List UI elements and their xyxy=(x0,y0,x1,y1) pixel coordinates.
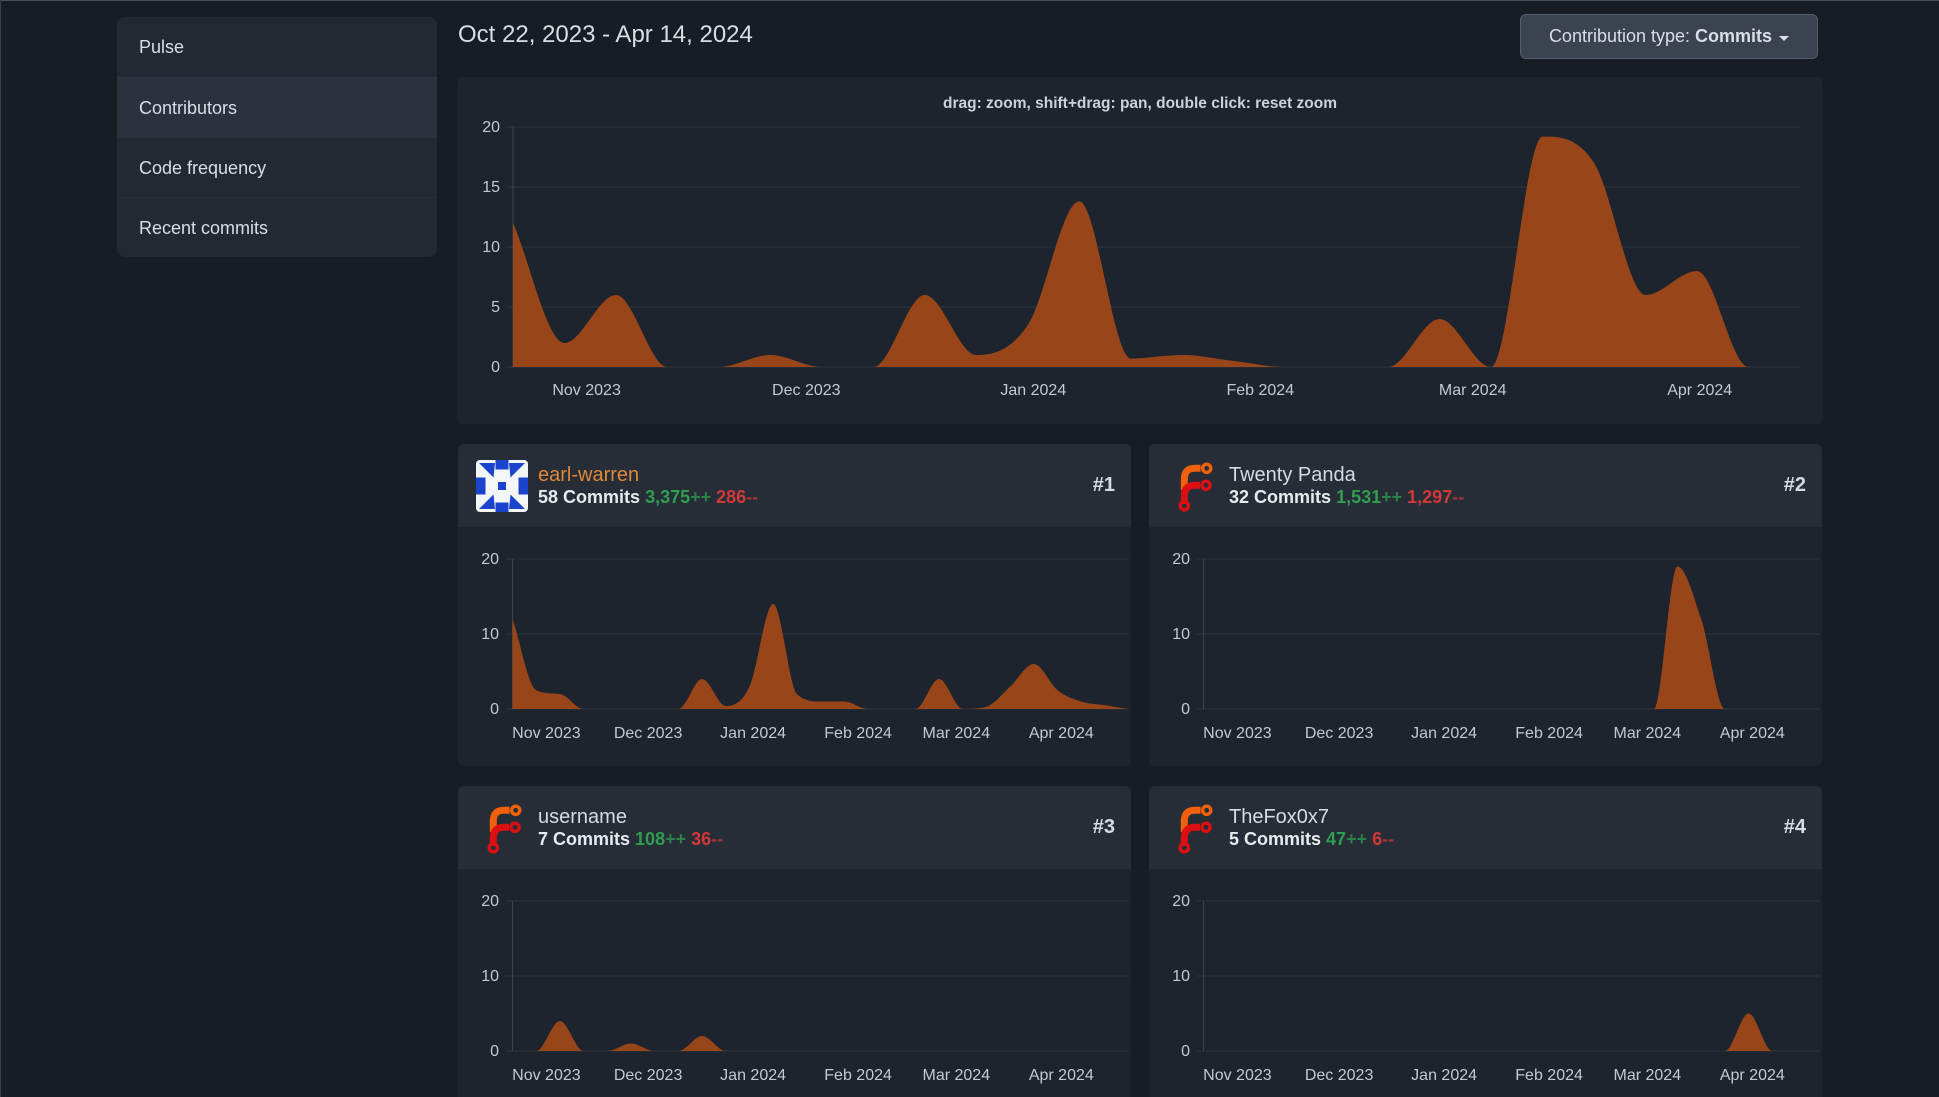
svg-text:Feb 2024: Feb 2024 xyxy=(824,725,892,742)
svg-text:20: 20 xyxy=(1172,893,1190,910)
svg-text:Dec 2023: Dec 2023 xyxy=(772,382,841,399)
svg-text:Nov 2023: Nov 2023 xyxy=(512,1067,581,1084)
svg-text:Nov 2023: Nov 2023 xyxy=(1203,725,1272,742)
svg-text:Nov 2023: Nov 2023 xyxy=(512,725,581,742)
svg-text:Apr 2024: Apr 2024 xyxy=(1720,725,1785,742)
svg-text:Mar 2024: Mar 2024 xyxy=(1614,725,1682,742)
svg-text:0: 0 xyxy=(490,1043,499,1060)
svg-text:10: 10 xyxy=(1172,968,1190,985)
svg-text:Dec 2023: Dec 2023 xyxy=(1305,1067,1374,1084)
svg-text:Apr 2024: Apr 2024 xyxy=(1029,725,1094,742)
svg-text:Nov 2023: Nov 2023 xyxy=(1203,1067,1272,1084)
svg-text:10: 10 xyxy=(482,239,500,256)
svg-text:20: 20 xyxy=(481,893,499,910)
svg-text:15: 15 xyxy=(482,179,500,196)
svg-text:Jan 2024: Jan 2024 xyxy=(1411,1067,1477,1084)
svg-text:Dec 2023: Dec 2023 xyxy=(614,725,683,742)
svg-text:Dec 2023: Dec 2023 xyxy=(1305,725,1374,742)
svg-text:Nov 2023: Nov 2023 xyxy=(552,382,621,399)
svg-text:Apr 2024: Apr 2024 xyxy=(1720,1067,1785,1084)
svg-text:drag: zoom, shift+drag: pan, d: drag: zoom, shift+drag: pan, double clic… xyxy=(943,95,1337,112)
svg-text:Jan 2024: Jan 2024 xyxy=(1000,382,1066,399)
svg-text:0: 0 xyxy=(1181,1043,1190,1060)
svg-text:5: 5 xyxy=(491,299,500,316)
svg-text:Mar 2024: Mar 2024 xyxy=(923,1067,991,1084)
svg-text:Feb 2024: Feb 2024 xyxy=(1226,382,1294,399)
svg-text:20: 20 xyxy=(481,551,499,568)
svg-text:10: 10 xyxy=(1172,626,1190,643)
svg-text:Feb 2024: Feb 2024 xyxy=(1515,725,1583,742)
svg-text:Mar 2024: Mar 2024 xyxy=(1439,382,1507,399)
svg-text:20: 20 xyxy=(482,119,500,136)
svg-text:0: 0 xyxy=(1181,701,1190,718)
svg-text:0: 0 xyxy=(491,359,500,376)
svg-text:Mar 2024: Mar 2024 xyxy=(1614,1067,1682,1084)
svg-text:10: 10 xyxy=(481,968,499,985)
svg-text:Apr 2024: Apr 2024 xyxy=(1667,382,1732,399)
svg-text:Mar 2024: Mar 2024 xyxy=(923,725,991,742)
svg-text:10: 10 xyxy=(481,626,499,643)
svg-text:Feb 2024: Feb 2024 xyxy=(1515,1067,1583,1084)
svg-text:Apr 2024: Apr 2024 xyxy=(1029,1067,1094,1084)
svg-text:Feb 2024: Feb 2024 xyxy=(824,1067,892,1084)
svg-text:20: 20 xyxy=(1172,551,1190,568)
svg-text:Jan 2024: Jan 2024 xyxy=(720,725,786,742)
svg-text:Jan 2024: Jan 2024 xyxy=(1411,725,1477,742)
svg-text:Jan 2024: Jan 2024 xyxy=(720,1067,786,1084)
svg-text:0: 0 xyxy=(490,701,499,718)
svg-text:Dec 2023: Dec 2023 xyxy=(614,1067,683,1084)
